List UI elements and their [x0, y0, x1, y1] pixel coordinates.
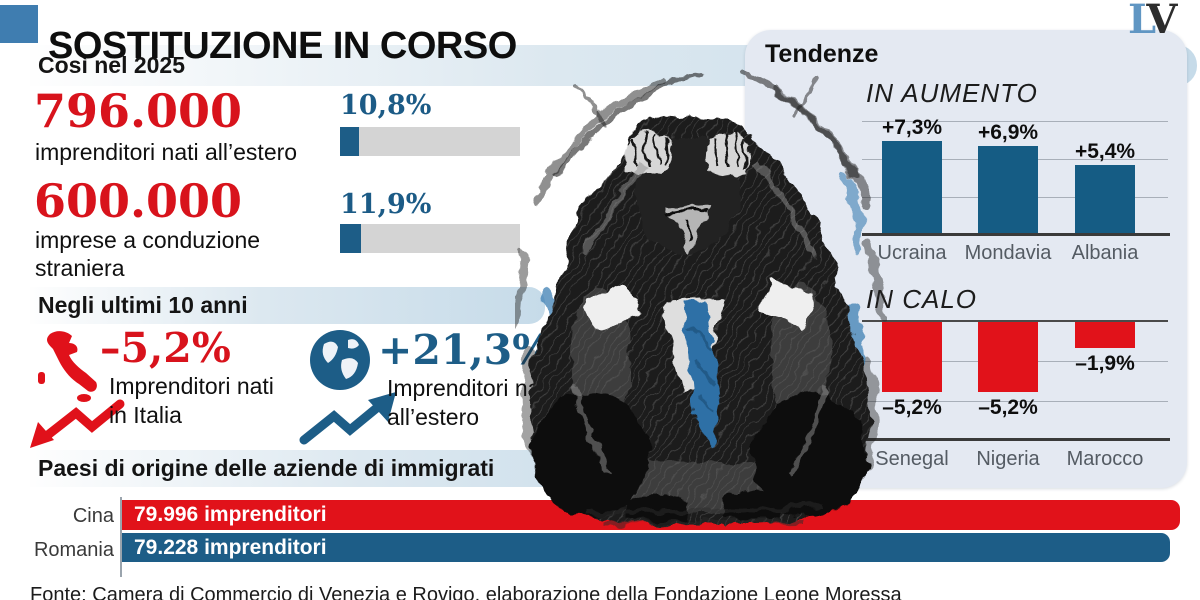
country-bar-romania-text: 79.228 imprenditori	[134, 536, 327, 559]
down-chart-zero-line	[862, 320, 1168, 322]
stat-600000-desc: imprese a conduzione straniera	[35, 227, 261, 281]
in-aumento-heading: IN AUMENTO	[866, 78, 1038, 108]
trend-down-arrow-icon	[39, 399, 125, 443]
down-chart-baseline	[862, 438, 1170, 441]
up-value-ucraina: +7,3%	[881, 116, 943, 140]
down-bar-senegal	[882, 322, 942, 393]
down-bar-nigeria	[978, 322, 1038, 393]
down-bar-marocco	[1075, 322, 1135, 348]
down-cat-marocco: Marocco	[1066, 448, 1144, 470]
italia-desc: Imprenditori nati in Italia	[109, 373, 274, 428]
stat-600000-bar-fill	[340, 224, 362, 253]
globe-icon	[299, 330, 396, 445]
country-label-romania: Romania	[33, 539, 114, 561]
lv-logo-l: L	[1128, 0, 1151, 43]
up-bar-mondavia	[978, 146, 1038, 233]
accent-square	[0, 5, 38, 43]
source-footer: Fonte: Camera di Commercio di Venezia e …	[30, 584, 902, 600]
down-value-nigeria: –5,2%	[978, 396, 1038, 420]
italia-pct-value: –5,2%	[100, 324, 231, 372]
gridline	[862, 121, 1168, 122]
country-bar-romania: 79.228 imprenditori	[122, 533, 1170, 562]
page-title: SOSTITUZIONE IN CORSO	[48, 25, 517, 68]
stat-796000-pct-label: 10,8%	[340, 90, 432, 121]
country-label-cina: Cina	[72, 505, 114, 527]
trend-up-arrow-icon	[299, 397, 389, 445]
charcoal-strokes	[515, 70, 887, 470]
up-bar-ucraina	[882, 141, 942, 233]
down-cat-senegal: Senegal	[875, 448, 949, 470]
up-bar-column-mondavia: +6,9%	[978, 116, 1038, 233]
up-cat-mondavia: Mondavia	[964, 242, 1052, 264]
down-bar-column-marocco: –1,9%	[1075, 322, 1135, 434]
stat-796000-value: 796.000	[34, 84, 243, 138]
lv-logo: LV	[1128, 0, 1177, 43]
up-value-mondavia: +6,9%	[977, 121, 1039, 145]
up-chart-baseline	[862, 233, 1170, 236]
up-bar-column-ucraina: +7,3%	[882, 116, 942, 233]
up-value-albania: +5,4%	[1074, 139, 1136, 163]
down-bar-column-nigeria: –5,2%	[978, 322, 1038, 434]
banner-ultimi-10-anni: Negli ultimi 10 anni	[30, 287, 545, 324]
up-cat-ucraina: Ucraina	[877, 242, 947, 264]
country-chart-axis	[120, 497, 122, 577]
stat-600000-pct-label: 11,9%	[340, 189, 432, 220]
up-cat-albania: Albania	[1071, 242, 1139, 264]
banner-paesi-label: Paesi di origine delle aziende di immigr…	[38, 455, 495, 481]
up-bar-column-albania: +5,4%	[1075, 116, 1135, 233]
country-bar-cina-text: 79.996 imprenditori	[134, 503, 327, 526]
up-bar-albania	[1075, 164, 1135, 233]
tendenze-title: Tendenze	[765, 40, 879, 68]
gridline	[862, 401, 1168, 402]
stat-600000-value: 600.000	[34, 174, 243, 228]
stat-796000-bar-fill	[340, 127, 360, 156]
banner-cosi-label: Così nel 2025	[38, 52, 186, 78]
down-value-marocco: –1,9%	[1075, 351, 1135, 375]
estero-pct-value: +21,3%	[378, 326, 552, 374]
stat-796000-desc: imprenditori nati all’estero	[35, 139, 298, 165]
stat-600000-bar	[340, 224, 520, 253]
distressed-man-illustration	[515, 70, 887, 525]
down-bar-column-senegal: –5,2%	[882, 322, 942, 434]
down-value-senegal: –5,2%	[882, 396, 942, 420]
down-cat-nigeria: Nigeria	[976, 448, 1040, 470]
banner-ultimi-label: Negli ultimi 10 anni	[38, 292, 248, 318]
lv-logo-v: V	[1146, 0, 1177, 43]
stat-796000-bar	[340, 127, 520, 156]
italy-map-icon	[30, 331, 125, 448]
